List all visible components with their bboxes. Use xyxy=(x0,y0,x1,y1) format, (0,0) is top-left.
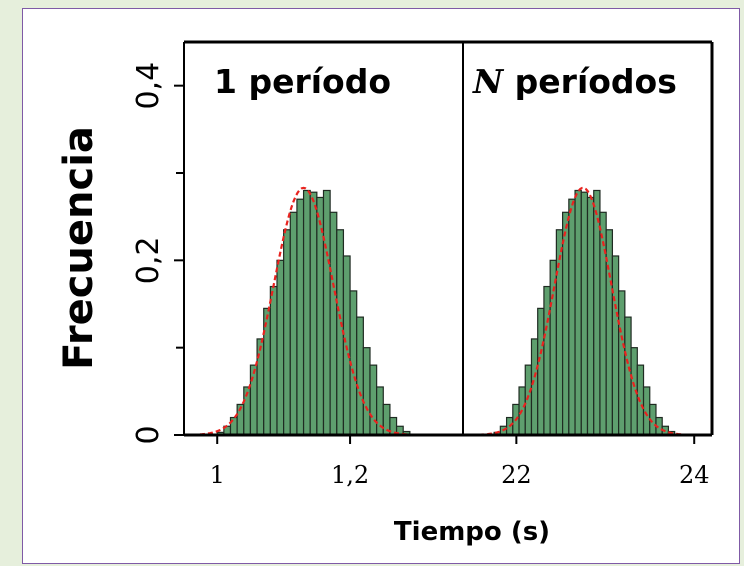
histogram-bar xyxy=(530,338,539,436)
histogram-bar xyxy=(362,347,371,436)
figure-frame xyxy=(22,8,740,564)
panel-title-2-symbol: N xyxy=(472,62,505,101)
x-tick-label: 22 xyxy=(501,461,532,489)
x-tick-label: 1 xyxy=(210,461,225,489)
histogram-bar xyxy=(369,364,378,436)
fit-curve xyxy=(183,186,463,437)
histogram-bar xyxy=(309,191,318,436)
fit-curve xyxy=(462,186,712,437)
histogram-bar xyxy=(249,364,258,436)
histogram-bar xyxy=(561,211,570,436)
y-axis-label: Frecuencia xyxy=(56,126,102,370)
y-tick-label: 0 xyxy=(131,425,166,444)
histogram-bar xyxy=(296,198,305,436)
x-tick-label: 24 xyxy=(679,461,710,489)
histogram-bar xyxy=(283,229,291,436)
histogram-bar xyxy=(537,307,545,436)
histogram-bar xyxy=(322,189,331,436)
histogram-bar xyxy=(642,386,651,436)
histogram-bar xyxy=(618,290,626,436)
histogram-bar xyxy=(263,307,271,436)
y-tick-label: 0,2 xyxy=(131,236,166,284)
histogram-bar xyxy=(574,189,582,436)
histogram-bar xyxy=(269,285,278,436)
histogram-bar xyxy=(329,211,338,436)
fit-curves-layer xyxy=(183,186,712,437)
histogram-bar xyxy=(356,316,364,436)
histogram-bar xyxy=(611,255,620,436)
y-ticks: 0 0,2 0,4 xyxy=(131,62,184,445)
bars-layer xyxy=(216,189,676,436)
histogram-bar xyxy=(586,196,595,436)
panel-title-2: N períodos xyxy=(472,62,677,101)
histogram-bar xyxy=(276,259,285,436)
histogram-bar xyxy=(524,364,533,436)
histogram-bar xyxy=(289,211,298,436)
histogram-bar xyxy=(543,285,551,436)
histogram-bar xyxy=(568,198,576,436)
panel-title-2-text: períodos xyxy=(503,62,677,101)
panel-title-1: 1 período xyxy=(214,62,391,101)
histogram-bar xyxy=(555,229,564,436)
x-ticks: 1 1,2 22 24 xyxy=(210,435,710,489)
y-tick-label: 0,4 xyxy=(131,62,166,110)
histogram-bar xyxy=(580,191,589,436)
x-axis-label: Tiempo (s) xyxy=(394,517,550,547)
histogram-bar xyxy=(316,196,325,436)
x-tick-label: 1,2 xyxy=(331,461,369,489)
histogram-bar xyxy=(302,189,311,436)
